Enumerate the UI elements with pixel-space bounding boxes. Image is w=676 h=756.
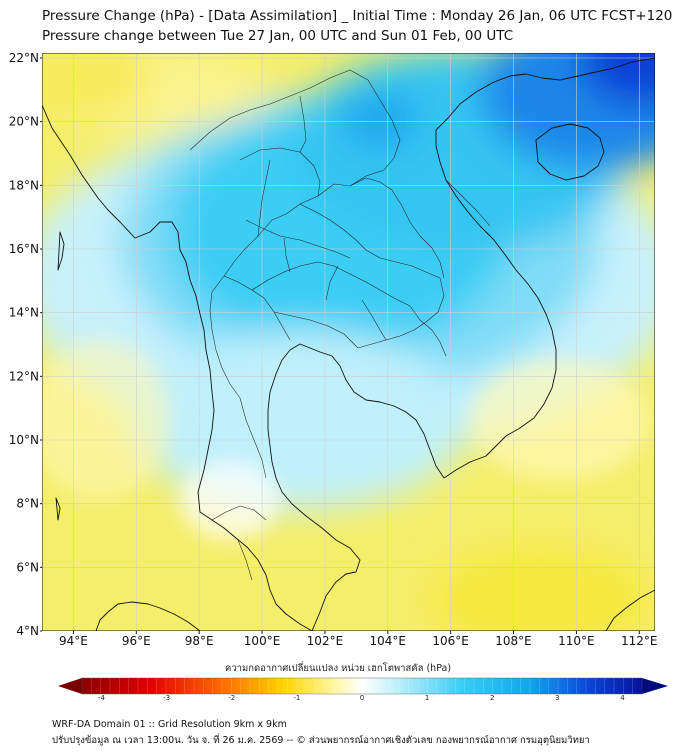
longitude-labels: 94°E 96°E 98°E 100°E 102°E 104°E 106°E 108°E 110… xyxy=(59,631,658,648)
colorbar-min-arrow xyxy=(58,678,82,694)
colorbar-tick-label: 1 xyxy=(425,694,429,702)
latitude-label: 4°N xyxy=(16,624,39,638)
longitude-label: 112°E xyxy=(621,634,658,648)
latitude-labels: 22°N 20°N 18°N 16°N 14°N 12°N 10°N 8°N 6°N 4°N xyxy=(9,51,42,638)
latitude-label: 10°N xyxy=(9,433,39,447)
latitude-label: 22°N xyxy=(9,51,39,65)
footer-update-info: ปรับปรุงข้อมูล ณ เวลา 13:00น. วัน จ. ที่… xyxy=(52,735,590,746)
latitude-label: 8°N xyxy=(16,497,39,511)
latitude-label: 12°N xyxy=(9,369,39,383)
colorbar-tick-label: 3 xyxy=(555,694,559,702)
colorbar-max-arrow xyxy=(642,678,668,694)
longitude-label: 102°E xyxy=(307,634,344,648)
province-borders xyxy=(189,69,491,581)
colorbar-tick-label: 4 xyxy=(620,694,625,702)
colorbar-tick-label: -4 xyxy=(98,694,106,702)
colorbar-tick-label: -3 xyxy=(163,694,170,702)
longitude-label: 94°E xyxy=(59,634,88,648)
chart-title: Pressure Change (hPa) - [Data Assimilati… xyxy=(42,8,673,24)
latitude-label: 14°N xyxy=(9,306,39,320)
latitude-label: 18°N xyxy=(9,178,39,192)
colorbar: -4 -3 -2 -1 0 1 2 3 4 xyxy=(58,677,668,702)
longitude-label: 96°E xyxy=(122,634,151,648)
footer-model-info: WRF-DA Domain 01 :: Grid Resolution 9km … xyxy=(52,719,287,730)
colorbar-title: ความกดอากาศเปลี่ยนแปลง หน่วย เฮกโตพาสคัล… xyxy=(224,663,452,674)
colorbar-tick-label: 2 xyxy=(490,694,494,702)
latitude-label: 16°N xyxy=(9,242,39,256)
longitude-label: 106°E xyxy=(432,634,469,648)
pressure-field xyxy=(42,53,655,631)
colorbar-tick-label: -1 xyxy=(293,694,300,702)
longitude-label: 104°E xyxy=(370,634,407,648)
graticule xyxy=(42,53,655,631)
coastlines xyxy=(42,57,655,631)
longitude-label: 98°E xyxy=(185,634,214,648)
colorbar-tick-label: 0 xyxy=(360,694,364,702)
longitude-label: 110°E xyxy=(558,634,595,648)
chart-subtitle: Pressure change between Tue 27 Jan, 00 U… xyxy=(42,28,514,44)
longitude-label: 100°E xyxy=(244,634,281,648)
latitude-label: 6°N xyxy=(16,560,39,574)
colorbar-tick-label: -2 xyxy=(228,694,235,702)
latitude-label: 20°N xyxy=(9,115,39,129)
colorbar-ticks: -4 -3 -2 -1 0 1 2 3 4 xyxy=(98,694,625,702)
longitude-label: 108°E xyxy=(495,634,532,648)
